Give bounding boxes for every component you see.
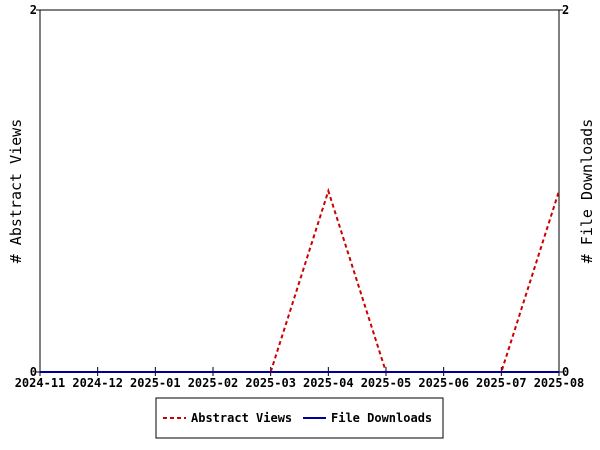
plot-frame xyxy=(39,9,560,373)
y-left-tick-label: 0 xyxy=(30,365,37,379)
legend-label-file-downloads: File Downloads xyxy=(331,411,432,425)
y-left-tick-label: 2 xyxy=(30,3,37,17)
x-tick-label: 2024-12 xyxy=(72,376,123,390)
y-right-tick-label: 0 xyxy=(562,365,569,379)
x-tick-label: 2025-08 xyxy=(534,376,585,390)
legend-label-abstract-views: Abstract Views xyxy=(191,411,292,425)
x-tick-label: 2025-01 xyxy=(130,376,181,390)
x-tick-label: 2025-06 xyxy=(418,376,469,390)
x-tick-label: 2025-04 xyxy=(303,376,354,390)
x-tick-label: 2025-02 xyxy=(188,376,239,390)
y-right-tick-label: 2 xyxy=(562,3,569,17)
x-tick-label: 2024-11 xyxy=(15,376,66,390)
x-tick-label: 2025-05 xyxy=(361,376,412,390)
x-tick-label: 2025-07 xyxy=(476,376,527,390)
y-axis-right-label: # File Downloads xyxy=(578,119,596,264)
legend-box xyxy=(155,397,444,439)
y-axis-left-label: # Abstract Views xyxy=(7,119,25,264)
plot-area: 2024-11 2024-12 2025-01 2025-02 2025-03 2025-… xyxy=(15,3,585,390)
x-tick-label: 2025-03 xyxy=(245,376,296,390)
legend: Abstract Views File Downloads xyxy=(155,397,444,439)
series-line-abstract-views xyxy=(40,187,560,373)
